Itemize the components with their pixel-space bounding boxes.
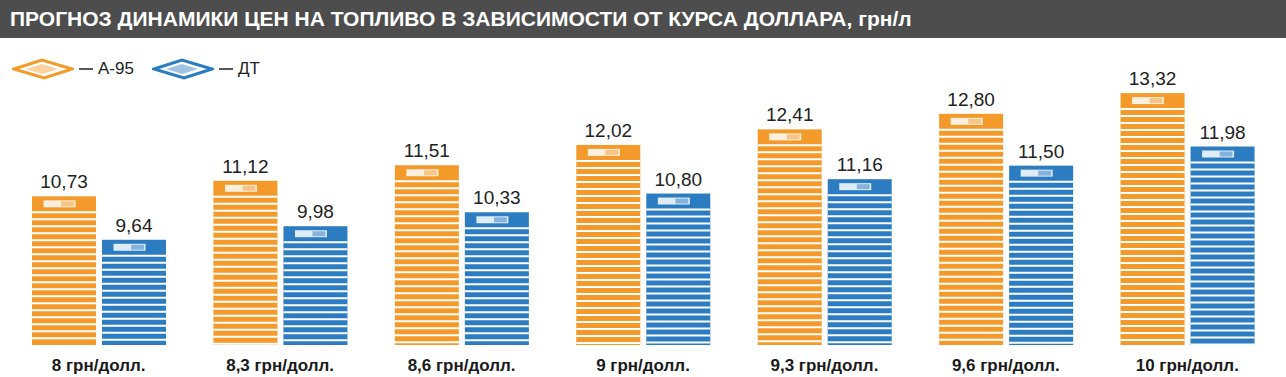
svg-text:9,6 грн/долл.: 9,6 грн/долл. bbox=[952, 356, 1060, 375]
html-text:ПРОГНОЗ ДИНАМИКИ ЦЕН НА ТОПЛИВ: ПРОГНОЗ ДИНАМИКИ ЦЕН НА ТОПЛИВО В ЗАВИСИ… bbox=[10, 7, 912, 30]
svg-text:11,12: 11,12 bbox=[222, 156, 268, 177]
svg-text:11,98: 11,98 bbox=[1200, 122, 1246, 143]
svg-text:9 грн/долл.: 9 грн/долл. bbox=[596, 356, 690, 375]
svg-text:8,3 грн/долл.: 8,3 грн/долл. bbox=[226, 356, 334, 375]
svg-text:11,51: 11,51 bbox=[404, 140, 450, 161]
svg-text:11,16: 11,16 bbox=[837, 154, 883, 175]
svg-text:9,64: 9,64 bbox=[116, 215, 153, 236]
svg-text:10 грн/долл.: 10 грн/долл. bbox=[1136, 356, 1239, 375]
svg-text:12,02: 12,02 bbox=[585, 120, 633, 141]
svg-text:8,6 грн/долл.: 8,6 грн/долл. bbox=[408, 356, 516, 375]
html-text:ДТ: ДТ bbox=[237, 59, 260, 78]
svg-text:10,33: 10,33 bbox=[473, 187, 521, 208]
svg-text:11,50: 11,50 bbox=[1018, 141, 1064, 162]
svg-text:9,98: 9,98 bbox=[297, 201, 334, 222]
svg-text:12,41: 12,41 bbox=[766, 104, 814, 125]
svg-text:12,80: 12,80 bbox=[947, 89, 995, 110]
svg-text:13,32: 13,32 bbox=[1129, 68, 1177, 89]
svg-text:10,73: 10,73 bbox=[40, 171, 88, 192]
svg-text:8 грн/долл.: 8 грн/долл. bbox=[52, 356, 146, 375]
svg-text:9,3 грн/долл.: 9,3 грн/долл. bbox=[770, 356, 878, 375]
svg-text:10,80: 10,80 bbox=[655, 169, 703, 190]
html-text:А-95: А-95 bbox=[98, 59, 134, 78]
